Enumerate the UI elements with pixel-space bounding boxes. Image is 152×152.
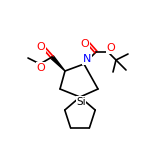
Text: O: O — [81, 39, 89, 49]
Polygon shape — [51, 56, 65, 71]
Text: O: O — [37, 63, 45, 73]
Text: O: O — [37, 42, 45, 52]
Text: O: O — [107, 43, 115, 53]
Text: N: N — [83, 54, 91, 64]
Text: Si: Si — [76, 97, 86, 107]
